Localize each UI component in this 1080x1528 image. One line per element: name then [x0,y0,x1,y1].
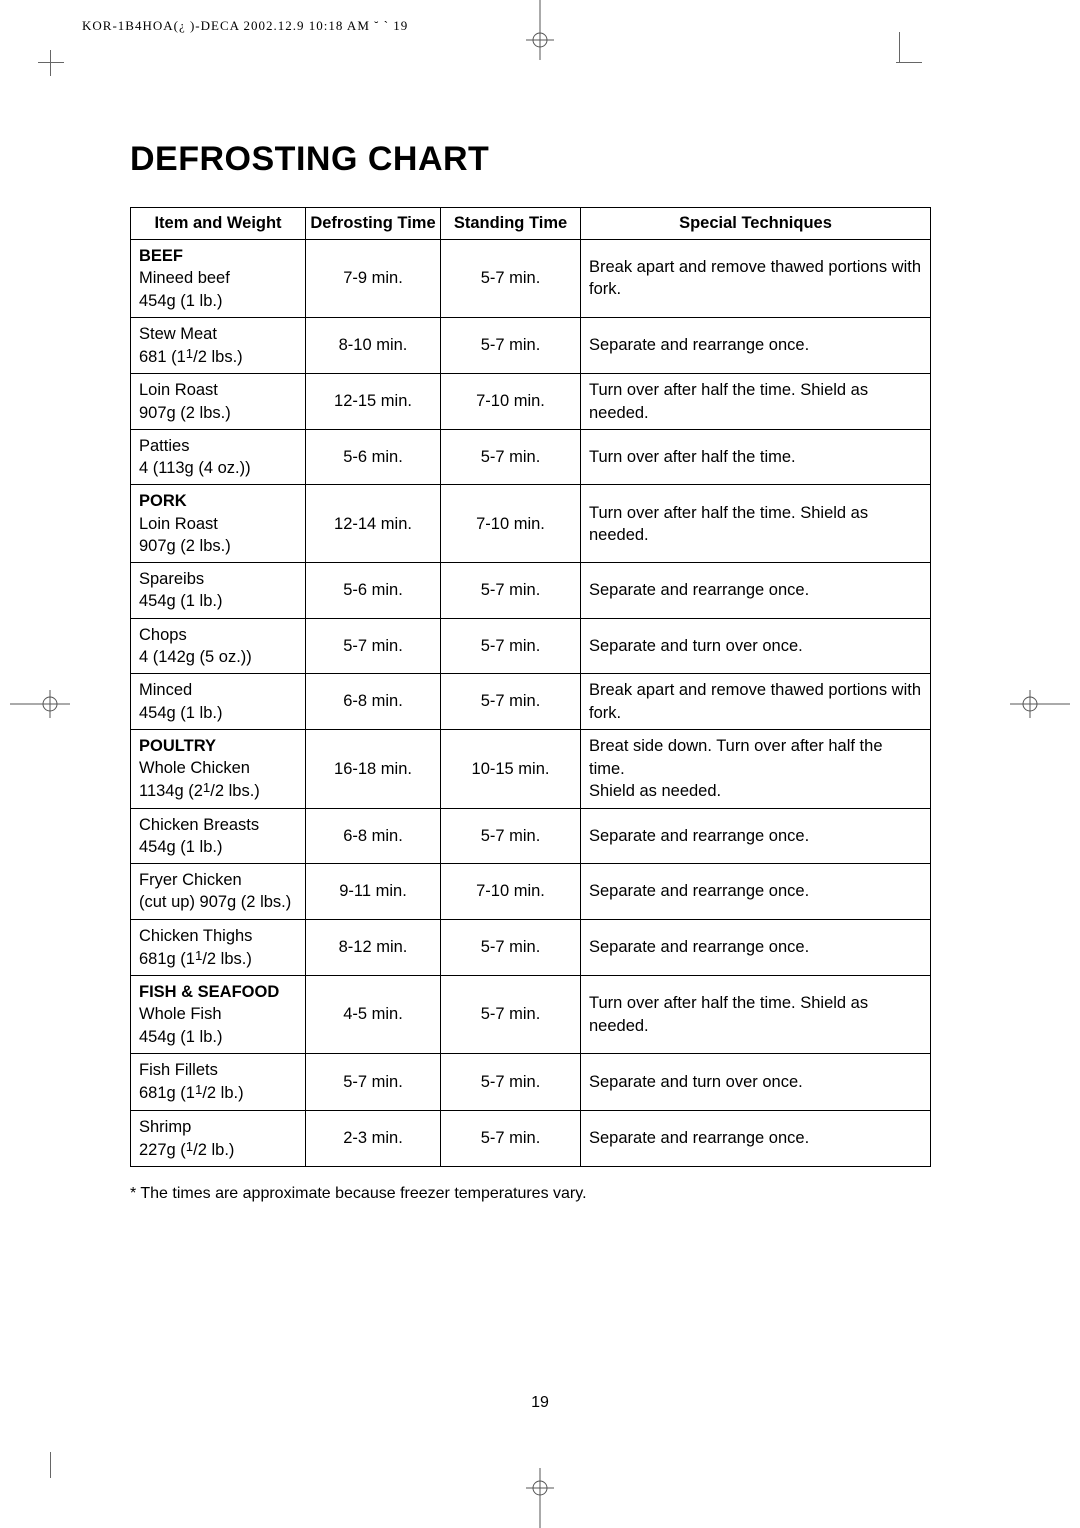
defrosting-table: Item and Weight Defrosting Time Standing… [130,207,931,1167]
cell-technique: Separate and turn over once. [581,618,931,674]
cell-standing-time: 5-7 min. [441,317,581,374]
doc-header-meta: KOR-1B4HOA(¿ )-DECA 2002.12.9 10:18 AM ˘… [82,18,408,34]
cell-technique: Break apart and remove thawed portions w… [581,240,931,318]
cell-standing-time: 5-7 min. [441,808,581,864]
page-number: 19 [531,1394,549,1412]
cell-item-weight: Chicken Thighs681g (11/2 lbs.) [131,919,306,976]
table-header-row: Item and Weight Defrosting Time Standing… [131,208,931,240]
cell-technique: Separate and rearrange once. [581,563,931,619]
cell-defrost-time: 5-6 min. [306,429,441,485]
registration-mark-top [526,0,554,60]
cell-standing-time: 5-7 min. [441,429,581,485]
cell-technique: Turn over after half the time. [581,429,931,485]
cell-defrost-time: 5-6 min. [306,563,441,619]
cell-standing-time: 5-7 min. [441,919,581,976]
cell-standing-time: 5-7 min. [441,976,581,1054]
cell-item-weight: POULTRYWhole Chicken1134g (21/2 lbs.) [131,729,306,808]
cell-item-weight: Spareibs454g (1 lb.) [131,563,306,619]
col-header-defrost: Defrosting Time [306,208,441,240]
page-content: DEFROSTING CHART Item and Weight Defrost… [130,140,930,1203]
cell-standing-time: 7-10 min. [441,864,581,920]
cell-technique: Separate and rearrange once. [581,864,931,920]
cell-standing-time: 5-7 min. [441,1053,581,1110]
table-row: BEEFMineed beef454g (1 lb.)7-9 min.5-7 m… [131,240,931,318]
cell-technique: Turn over after half the time. Shield as… [581,374,931,430]
table-row: Chicken Thighs681g (11/2 lbs.)8-12 min.5… [131,919,931,976]
cell-standing-time: 5-7 min. [441,618,581,674]
cell-standing-time: 10-15 min. [441,729,581,808]
cell-item-weight: BEEFMineed beef454g (1 lb.) [131,240,306,318]
col-header-tech: Special Techniques [581,208,931,240]
cell-technique: Break apart and remove thawed portions w… [581,674,931,730]
cell-defrost-time: 6-8 min. [306,808,441,864]
table-row: POULTRYWhole Chicken1134g (21/2 lbs.)16-… [131,729,931,808]
crop-mark [896,62,922,63]
cell-defrost-time: 7-9 min. [306,240,441,318]
cell-technique: Separate and rearrange once. [581,317,931,374]
cell-item-weight: FISH & SEAFOODWhole Fish454g (1 lb.) [131,976,306,1054]
cell-technique: Separate and turn over once. [581,1053,931,1110]
table-row: Fish Fillets681g (11/2 lb.)5-7 min.5-7 m… [131,1053,931,1110]
cell-standing-time: 5-7 min. [441,1110,581,1167]
cell-defrost-time: 5-7 min. [306,1053,441,1110]
registration-mark-bottom [526,1468,554,1528]
cell-defrost-time: 9-11 min. [306,864,441,920]
cell-item-weight: Minced454g (1 lb.) [131,674,306,730]
crop-mark [50,50,51,76]
crop-mark [50,1452,51,1478]
cell-standing-time: 5-7 min. [441,240,581,318]
cell-defrost-time: 12-14 min. [306,485,441,563]
cell-item-weight: Fish Fillets681g (11/2 lb.) [131,1053,306,1110]
registration-mark-left [10,690,70,718]
registration-mark-right [1010,690,1070,718]
cell-item-weight: Patties4 (113g (4 oz.)) [131,429,306,485]
cell-standing-time: 5-7 min. [441,674,581,730]
page-title: DEFROSTING CHART [130,140,930,179]
crop-mark [38,62,64,63]
table-row: Patties4 (113g (4 oz.))5-6 min.5-7 min.T… [131,429,931,485]
cell-defrost-time: 8-10 min. [306,317,441,374]
cell-defrost-time: 5-7 min. [306,618,441,674]
table-row: Stew Meat681 (11/2 lbs.)8-10 min.5-7 min… [131,317,931,374]
cell-standing-time: 7-10 min. [441,485,581,563]
table-row: PORKLoin Roast907g (2 lbs.)12-14 min.7-1… [131,485,931,563]
table-row: Spareibs454g (1 lb.)5-6 min.5-7 min.Sepa… [131,563,931,619]
cell-technique: Separate and rearrange once. [581,808,931,864]
table-row: FISH & SEAFOODWhole Fish454g (1 lb.)4-5 … [131,976,931,1054]
cell-item-weight: Chops4 (142g (5 oz.)) [131,618,306,674]
table-row: Chops4 (142g (5 oz.))5-7 min.5-7 min.Sep… [131,618,931,674]
col-header-item: Item and Weight [131,208,306,240]
table-row: Minced454g (1 lb.)6-8 min.5-7 min.Break … [131,674,931,730]
table-row: Fryer Chicken(cut up) 907g (2 lbs.)9-11 … [131,864,931,920]
cell-standing-time: 5-7 min. [441,563,581,619]
col-header-stand: Standing Time [441,208,581,240]
cell-technique: Breat side down. Turn over after half th… [581,729,931,808]
cell-technique: Turn over after half the time. Shield as… [581,485,931,563]
cell-item-weight: Stew Meat681 (11/2 lbs.) [131,317,306,374]
cell-defrost-time: 16-18 min. [306,729,441,808]
cell-technique: Turn over after half the time. Shield as… [581,976,931,1054]
footnote: * The times are approximate because free… [130,1185,930,1203]
cell-defrost-time: 8-12 min. [306,919,441,976]
cell-technique: Separate and rearrange once. [581,1110,931,1167]
table-row: Shrimp227g (1/2 lb.)2-3 min.5-7 min.Sepa… [131,1110,931,1167]
cell-item-weight: Shrimp227g (1/2 lb.) [131,1110,306,1167]
crop-mark [899,32,900,62]
cell-defrost-time: 6-8 min. [306,674,441,730]
cell-item-weight: Loin Roast907g (2 lbs.) [131,374,306,430]
cell-technique: Separate and rearrange once. [581,919,931,976]
table-row: Loin Roast907g (2 lbs.)12-15 min.7-10 mi… [131,374,931,430]
cell-item-weight: Chicken Breasts454g (1 lb.) [131,808,306,864]
cell-standing-time: 7-10 min. [441,374,581,430]
cell-item-weight: PORKLoin Roast907g (2 lbs.) [131,485,306,563]
cell-defrost-time: 12-15 min. [306,374,441,430]
cell-defrost-time: 4-5 min. [306,976,441,1054]
table-row: Chicken Breasts454g (1 lb.)6-8 min.5-7 m… [131,808,931,864]
cell-defrost-time: 2-3 min. [306,1110,441,1167]
cell-item-weight: Fryer Chicken(cut up) 907g (2 lbs.) [131,864,306,920]
